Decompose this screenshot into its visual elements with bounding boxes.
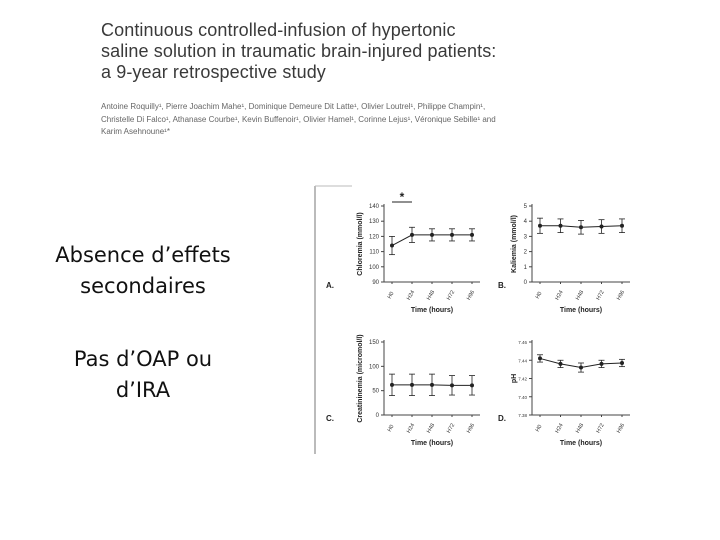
results-figure: 90 100 110 120 130 140 Chloremia (mmol/l) H0 H24… bbox=[312, 182, 642, 454]
panel-a-data-point bbox=[450, 232, 454, 237]
side-effects-line: secondaires bbox=[80, 274, 206, 298]
panel-a-y-tick-label: 130 bbox=[369, 219, 380, 225]
panel-a-x-tick-label: H24 bbox=[406, 290, 416, 302]
panel-d-y-title: pH bbox=[511, 374, 518, 383]
panel-d-x-tick-label: H48 bbox=[575, 423, 585, 435]
panel-b-y-tick-label: 5 bbox=[524, 204, 528, 210]
panel-b-letter: B. bbox=[498, 281, 506, 290]
panel-d-y-tick-label: 7.38 bbox=[518, 413, 527, 418]
panel-c-x-title: Time (hours) bbox=[411, 440, 453, 447]
panel-a-y-tick-label: 100 bbox=[369, 265, 380, 271]
panel-b-x-tick-label: H48 bbox=[575, 290, 585, 302]
panel-a-data-point bbox=[470, 232, 474, 237]
panel-b-y-tick-label: 1 bbox=[524, 265, 528, 271]
panel-c-data-point bbox=[430, 382, 434, 387]
panel-d-y-tick-label: 7.46 bbox=[518, 340, 527, 345]
panel-a-x-tick-label: H96 bbox=[466, 290, 476, 302]
panel-a-x-tick-label: H72 bbox=[446, 290, 456, 302]
paper-title-line: saline solution in traumatic brain-injur… bbox=[101, 41, 497, 61]
panel-b-y-tick-label: 4 bbox=[524, 219, 528, 225]
panel-c-x-tick-label: H96 bbox=[466, 423, 476, 435]
panel-a-data-point bbox=[410, 232, 414, 237]
panel-c-y-tick-label: 0 bbox=[376, 413, 380, 419]
panel-c-y-tick-label: 150 bbox=[369, 340, 380, 346]
panel-b-x-tick-label: H24 bbox=[555, 290, 565, 302]
panel-c-data-point bbox=[410, 382, 414, 387]
panel-b-y-tick-label: 0 bbox=[524, 280, 528, 286]
panel-a-y-tick-label: 90 bbox=[372, 280, 379, 286]
panel-b-x-title: Time (hours) bbox=[560, 307, 602, 314]
side-effects-line: Absence d’effets bbox=[55, 243, 231, 267]
no-oap-ira-line: d’IRA bbox=[115, 378, 171, 402]
side-effects-text: Absence d’effets secondaires bbox=[20, 240, 266, 302]
panel-a-data-point bbox=[390, 243, 394, 248]
author-line: Karim Asehnoune¹* bbox=[101, 127, 170, 136]
panel-d-data-point bbox=[620, 360, 624, 365]
author-line: Christelle Di Falco¹, Athanase Courbe¹, … bbox=[101, 114, 496, 124]
paper-title: Continuous controlled-infusion of hypert… bbox=[101, 20, 571, 83]
panel-c-data-point bbox=[470, 383, 474, 388]
panel-c-x-tick-label: H24 bbox=[406, 423, 416, 435]
panel-d-data-point bbox=[538, 356, 542, 361]
panel-d-x-tick-label: H24 bbox=[555, 423, 565, 435]
paper-title-line: a 9-year retrospective study bbox=[101, 62, 326, 82]
panel-c-letter: C. bbox=[326, 414, 334, 423]
panel-c-y-tick-label: 100 bbox=[369, 364, 380, 370]
panel-b-x-tick-label: H0 bbox=[535, 291, 544, 300]
panel-a-letter: A. bbox=[326, 281, 334, 290]
panel-c-y-title: Creatininemia (micromol/l) bbox=[357, 334, 364, 422]
panel-b-data-point bbox=[599, 224, 604, 229]
panel-d-data-point bbox=[599, 361, 604, 366]
panel-b-data-point bbox=[579, 225, 583, 230]
panel-c-x-tick-label: H48 bbox=[426, 423, 436, 435]
panel-d-data-point bbox=[579, 365, 583, 370]
panel-b-data-point bbox=[538, 223, 542, 228]
panel-a-y-title: Chloremia (mmol/l) bbox=[357, 212, 364, 275]
panel-a-y-tick-label: 120 bbox=[369, 234, 380, 240]
panel-a-y-tick-label: 140 bbox=[369, 204, 380, 210]
panel-d-letter: D. bbox=[498, 414, 506, 423]
no-oap-ira-text: Pas d’OAP ou d’IRA bbox=[20, 344, 266, 406]
panel-c-x-tick-label: H0 bbox=[387, 424, 396, 433]
panel-a-x-title: Time (hours) bbox=[411, 307, 453, 314]
panel-d-x-tick-label: H0 bbox=[535, 424, 544, 433]
panel-b-y-title: Kaliemia (mmol/l) bbox=[511, 215, 518, 273]
author-line: Antoine Roquilly¹, Pierre Joachim Mahe¹,… bbox=[101, 102, 486, 111]
panel-d-x-title: Time (hours) bbox=[560, 440, 602, 447]
panel-d-x-tick-label: H72 bbox=[596, 423, 606, 435]
panel-a-y-tick-label: 110 bbox=[369, 250, 379, 256]
panel-d-data-point bbox=[558, 361, 563, 366]
no-oap-ira-line: Pas d’OAP ou bbox=[73, 347, 213, 371]
panel-d-y-tick-label: 7.44 bbox=[518, 358, 527, 363]
panel-a-significance-marker: * bbox=[400, 190, 405, 204]
panel-c-y-tick-label: 50 bbox=[372, 389, 379, 395]
panel-c-x-tick-label: H72 bbox=[446, 423, 456, 435]
panel-a-data-point bbox=[430, 232, 434, 237]
author-list: Antoine Roquilly¹, Pierre Joachim Mahe¹,… bbox=[101, 101, 541, 139]
panel-d-y-tick-label: 7.40 bbox=[518, 395, 527, 400]
panel-a-x-tick-label: H0 bbox=[387, 291, 396, 300]
panel-b-data-point bbox=[620, 223, 624, 228]
panel-b-data-point bbox=[558, 223, 563, 228]
paper-title-line: Continuous controlled-infusion of hypert… bbox=[101, 20, 456, 40]
panel-b-y-tick-label: 3 bbox=[524, 234, 528, 240]
panel-b-y-tick-label: 2 bbox=[524, 250, 528, 256]
panel-b-x-tick-label: H72 bbox=[596, 290, 606, 302]
panel-c-data-point bbox=[450, 383, 454, 388]
panel-d-y-tick-label: 7.42 bbox=[518, 377, 527, 382]
panel-c-data-point bbox=[390, 382, 394, 387]
panel-b-x-tick-label: H96 bbox=[616, 290, 626, 302]
panel-d-x-tick-label: H96 bbox=[616, 423, 626, 435]
panel-a-x-tick-label: H48 bbox=[426, 290, 436, 302]
